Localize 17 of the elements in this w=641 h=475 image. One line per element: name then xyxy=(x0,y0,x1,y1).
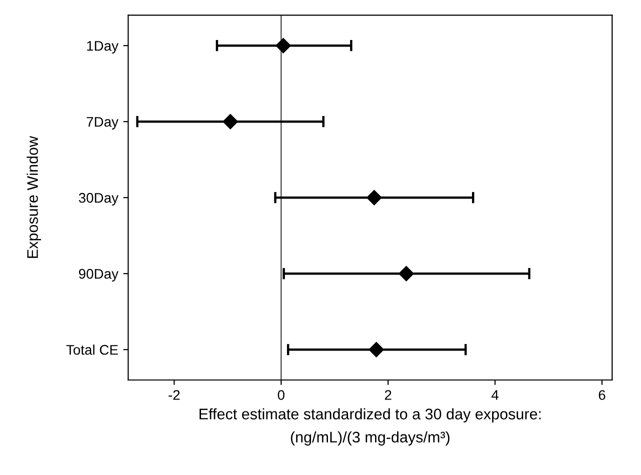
y-tick-label: 90Day xyxy=(78,268,118,282)
point xyxy=(276,38,291,54)
x-axis-title: Effect estimate standardized to a 30 day exposure: (ng/mL)/(3 mg-days/m³) xyxy=(200,408,541,446)
y-tick-label: 30Day xyxy=(78,192,118,206)
x-tick-label: -2 xyxy=(168,390,180,400)
point xyxy=(222,114,238,130)
x-tick-label: 4 xyxy=(492,390,498,400)
y-tick-label: 1Day xyxy=(87,41,118,54)
y-axis-title: Exposure Window xyxy=(26,136,41,258)
x-tick-label: 6 xyxy=(598,390,606,400)
point xyxy=(398,266,414,282)
point xyxy=(366,190,382,206)
y-tick-label: Total CE xyxy=(66,344,118,355)
y-tick-label: 7Day xyxy=(86,117,118,130)
x-tick-label: 2 xyxy=(384,390,392,400)
point xyxy=(368,342,384,358)
x-tick-label: 0 xyxy=(278,390,284,400)
